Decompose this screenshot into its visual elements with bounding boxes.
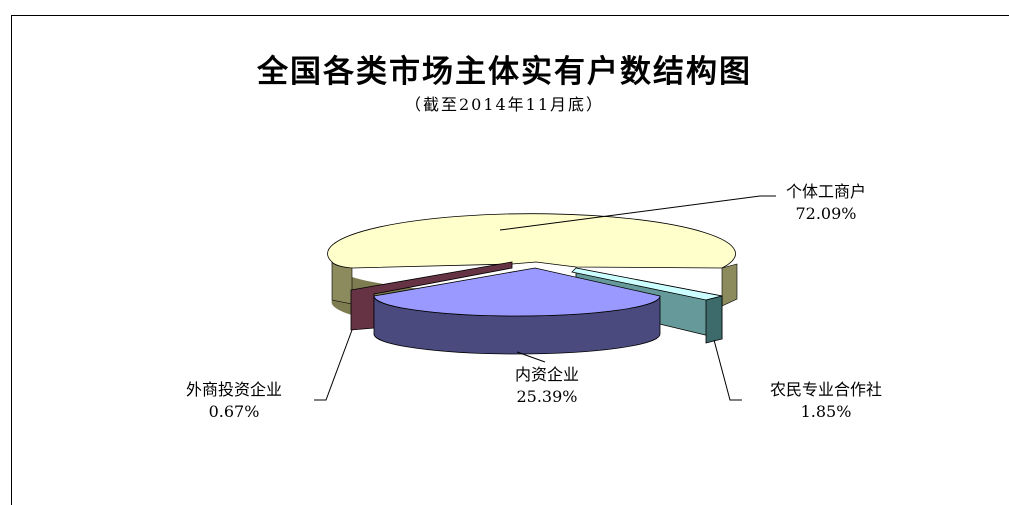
slice-name-label: 农民专业合作社 bbox=[769, 380, 882, 399]
chart-subtitle: （截至2014年11月底） bbox=[404, 95, 605, 114]
leader-line-foreign-enterprise bbox=[314, 329, 353, 401]
chart-title: 全国各类市场主体实有户数结构图 bbox=[257, 54, 752, 90]
slice-value-label: 25.39% bbox=[516, 387, 578, 406]
slice-name-label: 内资企业 bbox=[514, 365, 579, 384]
slice-value-label: 72.09% bbox=[795, 204, 857, 223]
leader-line-domestic-enterprise bbox=[516, 351, 546, 363]
pie-slice-domestic-enterprise bbox=[373, 267, 661, 355]
slice-name-label: 个体工商户 bbox=[785, 182, 866, 201]
slice-value-label: 1.85% bbox=[800, 402, 852, 421]
data-label-farmer-cooperative: 农民专业合作社 1.85% bbox=[736, 379, 916, 423]
pie-slice-foreign-enterprise bbox=[350, 261, 513, 331]
data-label-foreign-enterprise: 外商投资企业 0.67% bbox=[152, 379, 316, 423]
data-label-domestic-enterprise: 内资企业 25.39% bbox=[482, 364, 612, 408]
slice-value-label: 0.67% bbox=[208, 402, 260, 421]
data-label-individual-business: 个体工商户 72.09% bbox=[746, 181, 906, 225]
leader-line-individual-business bbox=[499, 195, 776, 231]
leader-line-farmer-cooperative bbox=[713, 339, 742, 401]
slice-name-label: 外商投资企业 bbox=[185, 380, 282, 399]
